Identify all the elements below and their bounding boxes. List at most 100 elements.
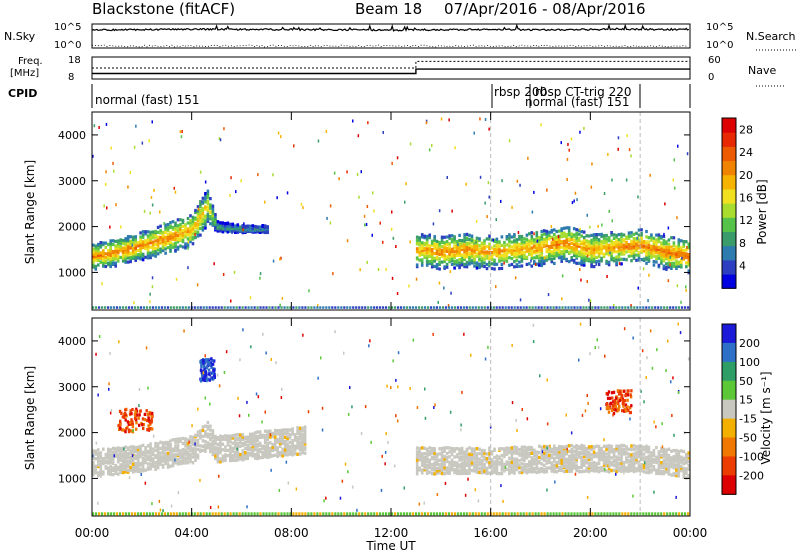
power-cell (687, 257, 691, 261)
power-cell (136, 253, 140, 257)
power-cell (144, 246, 147, 251)
velocity-ground-cell (239, 444, 242, 448)
power-cell (199, 202, 202, 207)
power-near-range-cell (405, 306, 409, 309)
power-cell (607, 236, 611, 240)
power-cell (515, 263, 519, 267)
power-cell (560, 251, 563, 255)
power-cell (141, 246, 145, 250)
velocity-ground-cell (303, 446, 307, 450)
velocity-ground-cell (582, 455, 586, 459)
power-cell (565, 246, 568, 251)
velocity-patch-cell (123, 412, 127, 416)
power-cell (513, 250, 516, 254)
velocity-ground-cell (682, 475, 686, 479)
power-cell (453, 237, 456, 241)
velocity-near-range-cell (654, 512, 657, 516)
power-near-range-cell (426, 306, 430, 309)
velocity-ground-cell (278, 441, 282, 446)
power-cell (488, 242, 491, 246)
velocity-patch-cell (131, 422, 134, 426)
power-cell (538, 243, 541, 247)
power-speck (479, 117, 481, 121)
velocity-ground-cell (465, 469, 469, 473)
velocity-ground-cell (665, 451, 668, 455)
velocity-ground-cell (241, 443, 245, 448)
power-cell (612, 241, 616, 245)
power-cell (575, 261, 578, 265)
velocity-ground-cell (523, 467, 526, 471)
power-cell (166, 246, 170, 250)
power-cell (538, 250, 541, 254)
velocity-near-range-cell (388, 512, 391, 516)
velocity-near-range-cell (636, 512, 639, 516)
power-speck (503, 261, 505, 265)
velocity-ground-cell (607, 453, 611, 457)
power-cell (465, 260, 469, 264)
power-cell (121, 242, 125, 246)
velocity-ground-cell (420, 463, 424, 467)
velocity-speck (502, 499, 504, 503)
power-cell (590, 262, 593, 267)
velocity-ground-cell (665, 470, 668, 474)
power-speck (179, 227, 181, 231)
power-speck (326, 216, 328, 220)
velocity-ground-cell (615, 469, 618, 474)
velocity-speck (665, 369, 667, 373)
power-cell (503, 257, 506, 261)
power-speck (606, 275, 608, 278)
velocity-ground-cell (134, 456, 137, 461)
power-cell (149, 245, 152, 249)
velocity-ground-cell (156, 452, 160, 457)
power-cell (211, 211, 215, 215)
power-cell (194, 229, 197, 233)
velocity-speck (174, 458, 176, 462)
velocity-colorbar-segment (722, 361, 736, 382)
power-cell (204, 192, 207, 196)
power-speck (677, 144, 679, 148)
velocity-ground-cell (687, 467, 691, 471)
power-cell (241, 224, 245, 228)
velocity-patch-cell (143, 412, 147, 416)
velocity-ground-cell (126, 446, 130, 450)
velocity-ground-cell (555, 470, 559, 474)
power-cell (493, 258, 496, 262)
velocity-ground-cell (107, 469, 110, 473)
power-cell (570, 232, 573, 236)
power-cell (562, 252, 566, 256)
velocity-ground-cell (655, 458, 658, 462)
power-cell (107, 257, 110, 261)
velocity-speck (209, 506, 212, 509)
power-cell (560, 255, 563, 259)
power-cell (647, 245, 651, 249)
velocity-ground-cell (161, 441, 165, 445)
power-cell (622, 246, 626, 250)
velocity-ground-cell (107, 461, 110, 465)
velocity-ground-cell (428, 452, 431, 457)
velocity-near-range-cell (160, 512, 163, 516)
velocity-ground-cell (246, 438, 250, 442)
power-cell (672, 264, 676, 268)
power-cell (109, 261, 112, 265)
velocity-ground-cell (627, 469, 631, 473)
power-cell (660, 256, 663, 260)
power-cell (440, 251, 444, 255)
power-cell (231, 222, 235, 226)
power-cell (204, 207, 207, 211)
power-cell (480, 259, 484, 263)
power-cell (533, 244, 536, 248)
power-cell (463, 236, 466, 240)
velocity-ground-cell (513, 448, 516, 453)
velocity-ground-cell (423, 460, 426, 464)
velocity-ground-cell (682, 458, 686, 462)
velocity-speck (653, 490, 655, 494)
power-speck (98, 126, 100, 129)
power-cell (149, 254, 152, 258)
velocity-ground-cell (261, 452, 264, 456)
power-cell (418, 253, 421, 257)
power-cell (102, 257, 105, 261)
velocity-ground-cell (553, 466, 556, 471)
power-cell (126, 242, 130, 246)
velocity-patch-cell (211, 371, 215, 375)
velocity-patch-cell (151, 411, 154, 415)
